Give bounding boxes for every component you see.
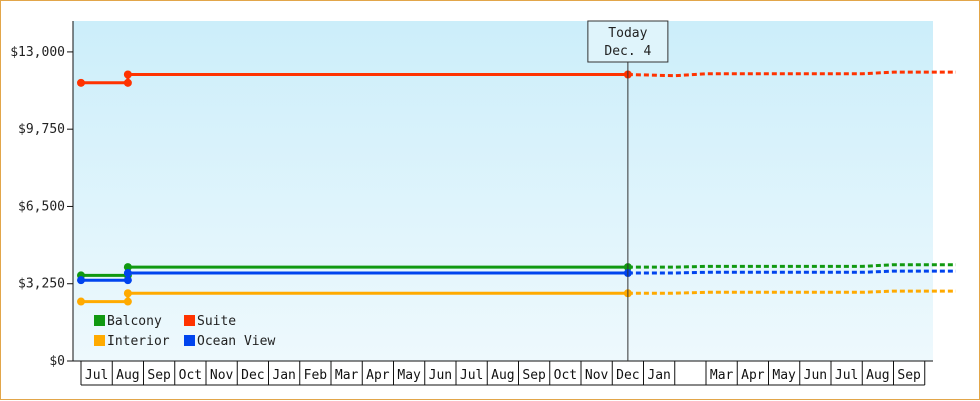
x-tick-label: May: [772, 368, 796, 383]
y-tick-label: $6,500: [18, 199, 65, 214]
legend-swatch-interior: [94, 335, 105, 346]
data-point-interior: [77, 297, 85, 306]
y-axis-ticks: $0 $3,250 $6,500 $9,750 $13,000: [10, 45, 73, 369]
x-tick-label: Sep: [897, 368, 921, 383]
data-point-ocean-view: [123, 276, 132, 285]
x-tick-label: Jul: [460, 368, 483, 383]
data-point-suite: [123, 78, 132, 87]
x-tick-label: Jan: [272, 368, 295, 383]
legend-label-interior: Interior: [107, 334, 170, 349]
x-tick-label: Apr: [366, 368, 390, 383]
series-line-interior: [81, 291, 628, 304]
data-point-suite: [77, 78, 85, 87]
x-tick-label: Mar: [335, 368, 359, 383]
x-tick-label: May: [397, 368, 421, 383]
today-label: Today: [608, 26, 647, 41]
series-forecast-ocean-view: [627, 269, 956, 275]
legend-label-balcony: Balcony: [107, 314, 162, 329]
legend-label-ocean-view: Ocean View: [197, 334, 275, 349]
data-point-ocean-view: [77, 276, 85, 285]
x-tick-label: Nov: [210, 368, 234, 383]
today-box: [587, 20, 669, 63]
data-point-interior: [123, 289, 132, 298]
x-tick-label: Mar: [710, 368, 734, 383]
today-marker: Today Dec. 4: [587, 20, 669, 361]
today-date: Dec. 4: [604, 44, 651, 59]
x-tick-label: Apr: [741, 368, 765, 383]
data-point-balcony: [123, 263, 132, 272]
data-point-interior: [123, 297, 132, 306]
x-tick-label: Dec: [616, 368, 639, 383]
y-tick-label: $3,250: [18, 277, 65, 292]
legend-swatch-suite: [184, 315, 195, 326]
x-tick-label: Jan: [647, 368, 670, 383]
x-tick-label: Aug: [491, 368, 514, 383]
x-axis-months: Jul Aug Sep Oct Nov Dec Jan Feb Mar Apr May Jun Jul A…: [80, 361, 926, 386]
series-line-suite: [81, 73, 628, 85]
x-tick-label: Oct: [554, 368, 577, 383]
x-tick-label: Aug: [116, 368, 139, 383]
x-tick-label: Jul: [85, 368, 108, 383]
x-tick-label: Feb: [304, 368, 328, 383]
x-tick-label: Sep: [147, 368, 171, 383]
x-tick-label: Sep: [522, 368, 546, 383]
legend-swatch-balcony: [94, 315, 105, 326]
series-forecast-interior: [627, 289, 956, 295]
x-tick-label: Jun: [804, 368, 827, 383]
x-tick-label: Jul: [835, 368, 858, 383]
plot-area: [73, 21, 933, 361]
y-tick-label: $0: [49, 354, 65, 369]
x-tick-label: Jun: [429, 368, 452, 383]
y-tick-label: $13,000: [10, 45, 65, 60]
data-point-suite: [123, 70, 132, 79]
series-forecast-suite: [627, 70, 956, 78]
series-forecast-balcony: [627, 263, 956, 269]
legend-swatch-ocean-view: [184, 335, 195, 346]
x-tick-label: Nov: [585, 368, 609, 383]
x-tick-label: Dec: [241, 368, 264, 383]
legend-label-suite: Suite: [197, 314, 236, 329]
series-layer: [77, 70, 956, 306]
y-tick-label: $9,750: [18, 122, 65, 137]
x-tick-label: Oct: [179, 368, 202, 383]
data-point-ocean-view: [123, 269, 132, 278]
x-tick-label: Aug: [866, 368, 889, 383]
legend: Balcony Suite Interior Ocean View: [94, 314, 275, 349]
